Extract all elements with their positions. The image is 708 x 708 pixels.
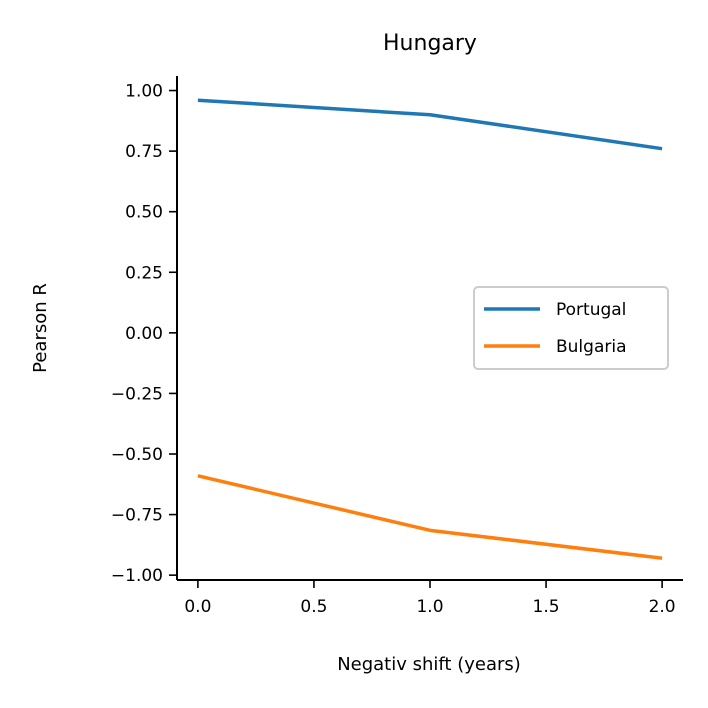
x-tick-label: 0.5 [300, 597, 327, 617]
y-tick-label: −0.50 [111, 445, 163, 465]
x-axis: 0.0 0.5 1.0 1.5 2.0 [177, 579, 683, 617]
y-tick-label: −1.00 [111, 566, 163, 586]
x-axis-title: Negativ shift (years) [337, 654, 521, 675]
y-axis: 1.00 0.75 0.50 0.25 0.00 −0.25 −0.50 −0.75 −1.00 [111, 76, 178, 586]
y-axis-title: Pearson R [30, 283, 51, 373]
y-tick-label: 0.50 [125, 203, 163, 223]
legend: Portugal Bulgaria [473, 286, 669, 370]
legend-label: Bulgaria [556, 337, 627, 357]
y-tick-label: −0.75 [111, 506, 163, 526]
y-tick-label: 1.00 [125, 82, 163, 102]
series-line-portugal [197, 98, 663, 151]
y-tick-label: −0.25 [111, 384, 163, 404]
series-line-bulgaria [197, 474, 663, 560]
chart-title: Hungary [383, 31, 477, 56]
x-tick-label: 1.0 [416, 597, 443, 617]
y-tick-label: 0.75 [125, 142, 163, 162]
x-tick-label: 2.0 [649, 597, 676, 617]
x-tick-label: 1.5 [533, 597, 560, 617]
y-tick-label: 0.25 [125, 263, 163, 283]
plot-area [197, 98, 663, 560]
x-tick-label: 0.0 [184, 597, 211, 617]
y-tick-label: 0.00 [125, 324, 163, 344]
legend-label: Portugal [556, 300, 626, 320]
